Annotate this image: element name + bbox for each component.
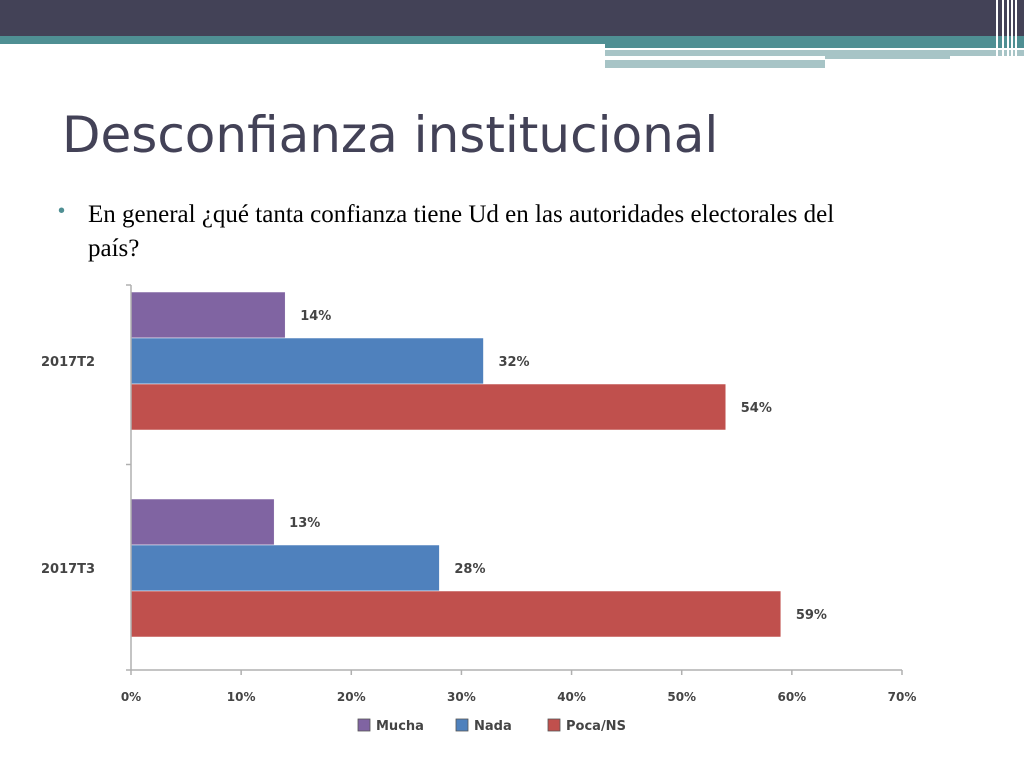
data-label: 54% <box>741 401 772 416</box>
chart-legend: Mucha Nada Poca/NS <box>357 718 626 734</box>
header-band <box>0 0 1024 36</box>
bar-poca-ns-2017t3 <box>130 590 782 638</box>
bar-nada-2017t2 <box>130 337 484 385</box>
legend-label-nada: Nada <box>474 719 512 734</box>
chart-bars <box>130 291 782 638</box>
bar-mucha-2017t2 <box>130 291 286 339</box>
x-tick-label: 20% <box>337 690 366 704</box>
chart-category-labels: 2017T2 2017T3 <box>41 355 95 577</box>
x-tick-label: 10% <box>227 690 256 704</box>
legend-label-poca-ns: Poca/NS <box>566 719 626 734</box>
chart-tick-labels: 0% 10% 20% 30% 40% 50% 60% 70% <box>121 690 917 704</box>
data-label: 28% <box>454 562 485 577</box>
data-label: 13% <box>289 516 320 531</box>
legend-swatch-poca-ns <box>547 718 561 732</box>
category-label-2017t2: 2017T2 <box>41 355 95 370</box>
header-stripe <box>825 56 950 59</box>
bar-poca-ns-2017t2 <box>130 383 727 431</box>
data-label: 59% <box>796 608 827 623</box>
x-tick-label: 70% <box>888 690 917 704</box>
data-label: 32% <box>498 355 529 370</box>
header-stripe <box>605 60 825 68</box>
bullet-dot: • <box>58 200 66 222</box>
legend-swatch-nada <box>455 718 469 732</box>
x-tick-label: 30% <box>447 690 476 704</box>
x-tick-label: 0% <box>121 690 141 704</box>
chart-axes <box>126 284 903 675</box>
legend-swatch-mucha <box>357 718 371 732</box>
header-gap <box>0 44 605 50</box>
x-tick-label: 60% <box>777 690 806 704</box>
bar-nada-2017t3 <box>130 544 440 592</box>
legend-label-mucha: Mucha <box>376 719 424 734</box>
x-tick-label: 50% <box>667 690 696 704</box>
category-label-2017t3: 2017T3 <box>41 562 95 577</box>
bar-mucha-2017t3 <box>130 498 275 546</box>
header-stripe <box>605 50 1024 56</box>
question-text: En general ¿qué tanta confianza tiene Ud… <box>88 201 835 262</box>
header-edge-lines <box>994 0 1024 68</box>
chart-value-labels: 14% 32% 54% 13% 28% 59% <box>289 309 827 623</box>
x-tick-label: 40% <box>557 690 586 704</box>
data-label: 14% <box>300 309 331 324</box>
slide-title: Desconfianza institucional <box>62 106 719 164</box>
